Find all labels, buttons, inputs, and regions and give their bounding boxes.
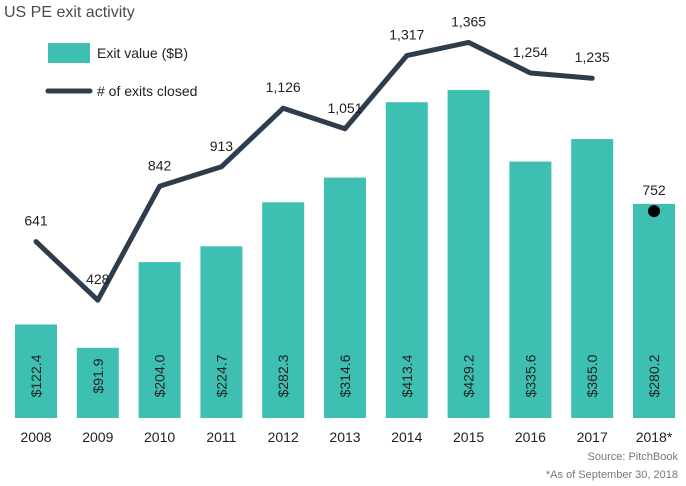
legend: Exit value ($B) # of exits closed: [45, 43, 197, 99]
exit-count-label: 1,235: [575, 49, 610, 65]
bar-2011: [200, 246, 243, 418]
bar-value-label: $204.0: [152, 354, 168, 397]
bar-2015: [447, 90, 490, 418]
exit-count-label: 913: [210, 138, 234, 154]
exit-count-label: 1,365: [451, 13, 486, 29]
bars-group: [15, 90, 675, 418]
exit-count-label: 842: [148, 157, 172, 173]
exit-count-label: 641: [24, 213, 48, 229]
exit-count-label: 752: [642, 182, 666, 198]
bar-value-label: $413.4: [399, 354, 415, 397]
bar-value-label: $365.0: [584, 354, 600, 397]
x-tick-label: 2011: [206, 429, 236, 445]
legend-line-label: # of exits closed: [97, 83, 197, 99]
bar-value-label: $314.6: [337, 354, 353, 397]
x-axis-labels: 2008 2009 2010 2011 2012 2013 2014 2015 2016 2017…: [20, 429, 672, 445]
bar-value-label: $122.4: [28, 354, 44, 397]
exits-line: [33, 39, 595, 303]
line-layer: [33, 39, 660, 303]
chart-title: US PE exit activity: [4, 4, 135, 21]
exit-count-label: 1,317: [389, 27, 424, 43]
bar-2014: [385, 102, 428, 418]
bar-2010: [138, 262, 181, 418]
x-tick-label: 2012: [268, 429, 299, 445]
footnote: *As of September 30, 2018: [545, 469, 678, 481]
legend-bar-swatch: [48, 43, 90, 63]
x-tick-label: 2015: [453, 429, 484, 445]
bar-2012: [262, 202, 305, 418]
count-labels-group: 641 428 842 913 1,126 1,051 1,317 1,365 1,254 1,2…: [24, 13, 666, 287]
x-tick-label: 2014: [391, 429, 422, 445]
x-tick-label: 2010: [144, 429, 175, 445]
bar-2018*: [633, 203, 675, 418]
bar-2016: [509, 161, 552, 418]
bar-value-label: $91.9: [90, 358, 106, 393]
bar-labels-group: $122.4 $91.9 $204.0 $224.7 $282.3 $314.6 $413.…: [28, 354, 662, 397]
bar-value-label: $335.6: [522, 354, 538, 397]
exit-count-label: 1,126: [266, 79, 301, 95]
bar-value-label: $224.7: [213, 354, 229, 397]
x-tick-label: 2018*: [636, 429, 673, 445]
x-tick-label: 2009: [82, 429, 113, 445]
bar-value-label: $280.2: [646, 354, 662, 397]
bar-2009: [76, 347, 119, 418]
x-tick-label: 2016: [515, 429, 546, 445]
exit-count-label: 1,254: [513, 44, 548, 60]
bar-2017: [571, 139, 614, 418]
exit-count-label: 1,051: [327, 100, 362, 116]
x-tick-label: 2017: [577, 429, 608, 445]
x-tick-label: 2008: [20, 429, 51, 445]
source-note: Source: PitchBook: [587, 451, 679, 463]
x-tick-label: 2013: [329, 429, 360, 445]
exit-count-label: 428: [86, 271, 110, 287]
bar-2008: [15, 324, 57, 418]
bar-value-label: $282.3: [275, 354, 291, 397]
exits-marker: [648, 205, 660, 218]
legend-bar-label: Exit value ($B): [97, 45, 188, 61]
bar-2013: [324, 177, 366, 418]
bar-value-label: $429.2: [461, 354, 477, 397]
